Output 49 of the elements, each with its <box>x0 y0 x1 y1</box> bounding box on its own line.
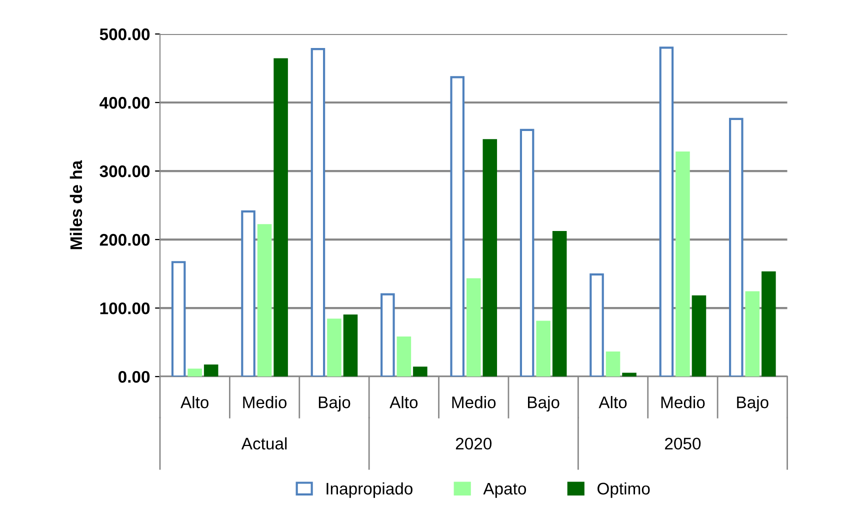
y-tick-label: 500.00 <box>100 28 150 40</box>
bar <box>327 318 342 377</box>
bar <box>413 366 428 377</box>
x-tick-label: Alto <box>390 396 418 408</box>
bar <box>692 295 706 377</box>
bar <box>552 230 567 377</box>
text: 2050 <box>665 438 701 450</box>
bar <box>482 139 498 377</box>
bar <box>310 48 326 377</box>
bar <box>729 118 744 377</box>
bar <box>520 128 534 377</box>
bar <box>466 278 481 377</box>
y-axis-title: Miles de ha <box>70 160 82 250</box>
x-tick-label: Medio <box>243 396 287 408</box>
bar <box>762 271 776 377</box>
x-tick-label: Bajo <box>318 396 350 412</box>
bar <box>171 261 186 377</box>
x-tick-label: Bajo <box>737 396 768 412</box>
bar <box>590 273 604 377</box>
bar <box>241 210 256 377</box>
bar <box>676 151 690 377</box>
y-tick-label: 100.00 <box>100 302 150 314</box>
legend-label: Apato <box>483 482 526 498</box>
y-tick-label: 400.00 <box>100 96 150 109</box>
x-tick-label: Medio <box>661 396 705 408</box>
bar <box>274 58 288 377</box>
y-tick-label: 200.00 <box>100 234 150 246</box>
bar <box>622 372 636 377</box>
legend-label: Inapropiado <box>326 482 412 498</box>
bar <box>188 368 202 377</box>
bar <box>380 293 395 377</box>
x-tick-label: Alto <box>180 396 208 408</box>
bar <box>745 291 760 377</box>
y-tick-label: 0.00 <box>118 370 150 383</box>
y-tick-label: 300.00 <box>100 165 150 178</box>
bar <box>450 76 465 377</box>
legend-label: Optimo <box>598 482 650 498</box>
text: Actual <box>241 437 287 450</box>
x-tick-label: Bajo <box>528 396 560 412</box>
bar <box>536 320 550 377</box>
bar <box>659 46 674 377</box>
x-tick-label: Medio <box>452 396 496 408</box>
bar <box>343 314 358 377</box>
bar <box>204 364 218 377</box>
bar <box>606 352 620 377</box>
text: 2020 <box>456 438 492 450</box>
bar <box>396 336 412 377</box>
bar <box>257 224 272 377</box>
x-tick-label: Alto <box>598 396 627 408</box>
